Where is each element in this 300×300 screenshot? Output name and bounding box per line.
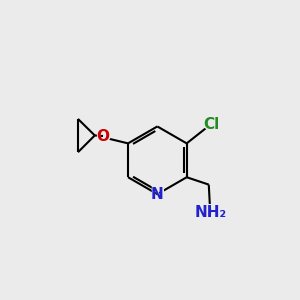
Text: NH₂: NH₂ [194, 205, 226, 220]
Text: O: O [97, 128, 110, 143]
Text: N: N [151, 187, 164, 202]
Text: NH₂: NH₂ [190, 203, 230, 222]
Text: N: N [149, 185, 165, 204]
Text: Cl: Cl [204, 117, 220, 132]
Text: O: O [95, 127, 111, 146]
Text: Cl: Cl [202, 115, 222, 134]
